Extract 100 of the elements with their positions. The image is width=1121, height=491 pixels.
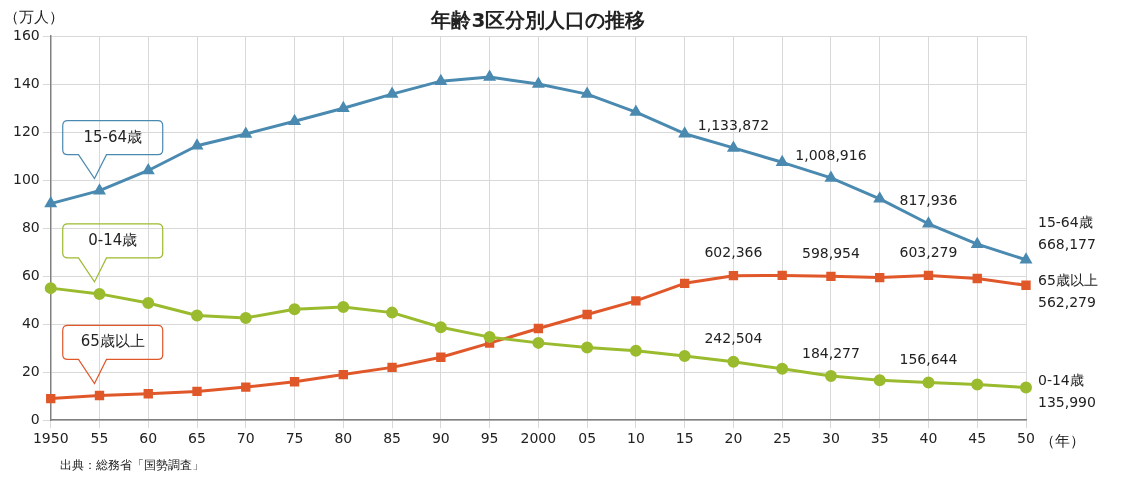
point bbox=[142, 164, 154, 175]
point bbox=[824, 370, 837, 383]
point bbox=[240, 127, 252, 138]
y-tick-label: 0 bbox=[30, 410, 40, 427]
y-tick-label: 60 bbox=[21, 266, 40, 283]
annotation: 135,990 bbox=[1038, 394, 1096, 411]
x-tick-label: 20 bbox=[724, 430, 743, 447]
point bbox=[434, 321, 447, 334]
point bbox=[972, 273, 982, 284]
point bbox=[1021, 280, 1031, 290]
series-label: 15-64歳 bbox=[83, 127, 143, 146]
point bbox=[288, 303, 301, 316]
annotation: 156,644 bbox=[899, 351, 958, 368]
x-tick-label: 15 bbox=[675, 430, 694, 447]
point bbox=[45, 197, 57, 208]
point bbox=[46, 393, 56, 404]
point bbox=[338, 369, 348, 380]
point bbox=[143, 389, 153, 399]
point bbox=[239, 311, 252, 324]
x-tick-label: 35 bbox=[870, 430, 889, 447]
y-axis-title: （万人） bbox=[4, 7, 64, 26]
point bbox=[44, 282, 57, 295]
y-tick-label: 160 bbox=[12, 26, 40, 43]
point bbox=[923, 217, 934, 228]
point bbox=[387, 362, 397, 373]
y-tick-label: 100 bbox=[12, 170, 40, 187]
x-axis-title: （年） bbox=[1040, 432, 1085, 451]
y-tick-label: 80 bbox=[21, 218, 40, 235]
point bbox=[192, 386, 202, 397]
x-tick-label: 60 bbox=[139, 430, 158, 447]
annotation: 1,133,872 bbox=[697, 116, 770, 133]
source-note: 出典：総務省「国勢調査」 bbox=[60, 458, 204, 473]
point bbox=[386, 306, 399, 319]
point bbox=[337, 301, 350, 314]
x-tick-label: 50 bbox=[1017, 430, 1035, 447]
annotation: 668,177 bbox=[1038, 236, 1096, 253]
point bbox=[825, 171, 837, 182]
point bbox=[679, 278, 690, 289]
x-tick-label: 70 bbox=[236, 430, 255, 447]
point bbox=[727, 355, 740, 368]
text: 0-14歳 bbox=[88, 230, 138, 249]
text: 65歳以上 bbox=[80, 332, 145, 351]
point bbox=[581, 341, 594, 354]
text: 15-64歳 bbox=[1038, 214, 1093, 231]
point bbox=[289, 377, 300, 387]
point bbox=[679, 127, 691, 138]
x-tick-label: 85 bbox=[383, 430, 401, 447]
annotation: 602,366 bbox=[704, 244, 763, 261]
x-tick-label: 40 bbox=[919, 430, 938, 447]
x-tick-label: 95 bbox=[480, 430, 499, 447]
point bbox=[191, 139, 203, 150]
point bbox=[776, 362, 789, 375]
x-tick-label: 10 bbox=[626, 430, 645, 447]
y-tick-label: 120 bbox=[12, 122, 40, 139]
annotation: 242,504 bbox=[704, 330, 763, 347]
annotation: 1,008,916 bbox=[795, 146, 867, 163]
point bbox=[94, 390, 105, 401]
point bbox=[241, 382, 251, 392]
point bbox=[532, 336, 545, 349]
x-tick-label: 55 bbox=[90, 430, 109, 447]
series-label: 0-14歳 bbox=[1038, 372, 1084, 389]
point bbox=[629, 344, 642, 357]
x-tick-label: 05 bbox=[578, 430, 597, 447]
point bbox=[631, 296, 641, 306]
point bbox=[1020, 253, 1032, 264]
point bbox=[582, 309, 592, 320]
point bbox=[826, 271, 836, 282]
point bbox=[678, 350, 691, 363]
x-tick-label: 80 bbox=[334, 430, 353, 447]
point bbox=[971, 378, 984, 391]
point bbox=[93, 287, 106, 300]
y-tick-label: 40 bbox=[21, 314, 40, 331]
x-tick-label: 75 bbox=[285, 430, 304, 447]
point bbox=[873, 374, 886, 387]
point bbox=[874, 192, 886, 203]
annotation: 603,279 bbox=[899, 244, 958, 261]
series-label: 65歳以上 bbox=[1038, 271, 1098, 288]
point bbox=[436, 352, 446, 362]
point bbox=[728, 141, 739, 152]
point bbox=[142, 297, 155, 310]
point bbox=[483, 331, 496, 344]
annotation: 598,954 bbox=[801, 245, 860, 262]
chart-title: 年齢3区分別人口の推移 bbox=[430, 8, 646, 33]
y-tick-label: 20 bbox=[21, 362, 40, 379]
point bbox=[94, 184, 105, 195]
point bbox=[777, 270, 787, 281]
annotation: 817,936 bbox=[899, 192, 958, 209]
point bbox=[1020, 381, 1032, 394]
point bbox=[533, 323, 544, 334]
annotation: 184,277 bbox=[801, 344, 860, 361]
x-tick-label: 45 bbox=[968, 430, 987, 447]
x-tick-label: 90 bbox=[431, 430, 450, 447]
point bbox=[191, 309, 204, 322]
point bbox=[922, 376, 935, 389]
x-tick-label: 30 bbox=[822, 430, 840, 447]
y-tick-label: 140 bbox=[12, 74, 40, 91]
point bbox=[728, 270, 739, 281]
x-tick-label: 2000 bbox=[520, 430, 557, 447]
point bbox=[923, 270, 934, 281]
annotation: 562,279 bbox=[1038, 293, 1096, 310]
